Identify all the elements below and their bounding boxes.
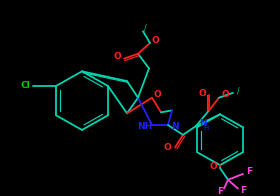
Text: O: O [209, 162, 217, 171]
Text: F: F [217, 187, 223, 196]
Text: H: H [203, 125, 209, 131]
Text: F: F [240, 186, 246, 195]
Text: F: F [246, 167, 252, 176]
Text: N: N [199, 119, 207, 128]
Text: O: O [151, 35, 159, 44]
Text: N: N [171, 122, 179, 131]
Text: /: / [237, 86, 239, 95]
Text: Cl: Cl [20, 82, 30, 91]
Text: O: O [153, 90, 161, 99]
Text: O: O [113, 52, 121, 61]
Text: O: O [163, 143, 171, 152]
Text: /: / [144, 24, 146, 33]
Text: O: O [221, 90, 229, 99]
Text: O: O [198, 89, 206, 98]
Text: NH: NH [137, 122, 153, 131]
